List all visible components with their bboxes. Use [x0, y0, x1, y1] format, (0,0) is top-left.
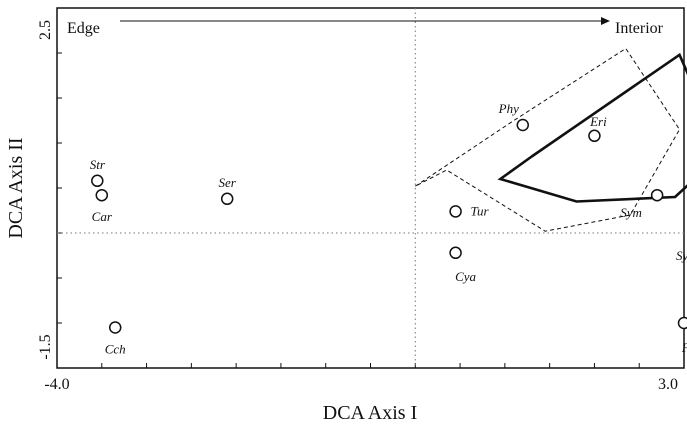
point-label-tur: Tur — [471, 203, 490, 218]
point-label-fri: Fri — [681, 340, 687, 355]
y-tick-top: 2.5 — [37, 20, 54, 40]
annotation-interior: Interior — [615, 20, 664, 37]
x-axis-title: DCA Axis I — [323, 402, 417, 424]
point-label-cya: Cya — [455, 269, 476, 284]
y-axis-title: DCA Axis II — [5, 137, 27, 238]
x-tick-left: -4.0 — [44, 376, 69, 393]
point-label-ser: Ser — [219, 175, 237, 190]
point-label-phy: Phy — [498, 101, 519, 116]
y-tick-bottom: -1.5 — [37, 334, 54, 359]
solid-hull-polygon — [497, 52, 687, 203]
point-label-str: Str — [90, 157, 106, 172]
data-point-fri — [677, 316, 687, 330]
point-label-car: Car — [92, 209, 113, 224]
data-point-cya — [449, 246, 462, 260]
data-point-eri — [588, 129, 601, 143]
data-point-str — [91, 174, 104, 188]
data-point-sym — [650, 188, 664, 202]
annotation-edge: Edge — [67, 20, 100, 37]
x-axis-ticks — [56, 363, 685, 368]
data-point-phy — [516, 118, 530, 132]
x-tick-right: 3.0 — [658, 376, 678, 393]
point-label-cch: Cch — [105, 342, 126, 357]
data-point-ser — [220, 192, 234, 206]
data-point-cch — [108, 321, 122, 334]
dashed-hull-polygon — [415, 47, 681, 232]
arrow-head — [601, 17, 610, 25]
data-point-car — [95, 188, 109, 202]
polygons — [415, 47, 687, 232]
data-point-tur — [449, 205, 462, 218]
plot-frame — [56, 7, 685, 369]
point-label-sym: Sym — [620, 205, 642, 220]
point-label-sya: Sya — [676, 248, 687, 263]
data-points: StrCarCchSerPhyEriRegTurCyaSyaFriSymCol — [90, 101, 687, 357]
point-label-eri: Eri — [589, 114, 607, 129]
